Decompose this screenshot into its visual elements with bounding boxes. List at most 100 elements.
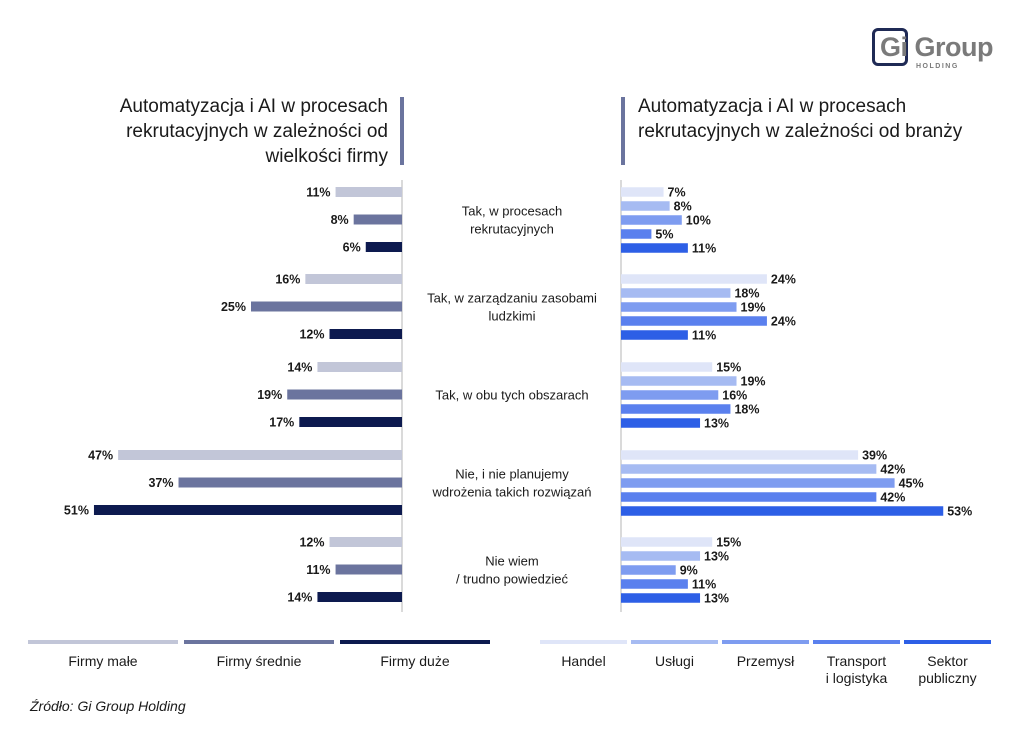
right-value-label: 5%: [655, 228, 673, 242]
left-bar: [93, 505, 403, 515]
right-bar: [621, 450, 859, 460]
category-label: Nie wiem: [485, 554, 538, 569]
left-title-accent: [400, 97, 404, 165]
right-value-label: 10%: [686, 214, 711, 228]
right-value-label: 13%: [704, 550, 729, 564]
right-bar: [621, 201, 670, 211]
right-value-label: 11%: [692, 242, 716, 256]
category-label: Nie, i nie planujemy: [455, 467, 569, 482]
right-bar: [621, 537, 713, 547]
right-value-label: 42%: [880, 491, 905, 505]
left-legend-label: Firmy średnie: [184, 653, 334, 670]
category-label: rekrutacyjnych: [470, 222, 554, 237]
right-legend-label-line: Handel: [561, 653, 606, 669]
right-bar: [621, 274, 767, 284]
left-bar: [353, 214, 402, 225]
left-value-label: 17%: [269, 416, 294, 430]
right-value-label: 39%: [862, 449, 887, 463]
right-legend-label-line: Sektor: [927, 653, 968, 669]
right-value-label: 18%: [734, 287, 759, 301]
right-bar: [621, 551, 701, 561]
right-bar: [621, 492, 877, 502]
left-chart-title: Automatyzacja i AI w procesach rekrutacy…: [119, 96, 388, 167]
left-legend-swatch: [28, 640, 178, 644]
right-bar: [621, 330, 688, 340]
right-bar: [621, 215, 682, 225]
right-title-accent: [621, 97, 625, 165]
right-value-label: 8%: [674, 200, 692, 214]
right-legend-label: Sektor publiczny: [904, 653, 991, 687]
source-note: Źródło: Gi Group Holding: [30, 698, 186, 714]
right-bar: [621, 187, 664, 197]
right-bar: [621, 316, 767, 326]
right-legend-label: Usługi: [631, 653, 718, 670]
right-value-label: 19%: [741, 375, 766, 389]
category-label: Tak, w obu tych obszarach: [435, 388, 588, 403]
left-bar: [329, 537, 402, 547]
left-bar: [335, 187, 402, 197]
left-value-label: 51%: [64, 504, 89, 518]
right-value-label: 13%: [704, 417, 729, 431]
right-legend-label-line: Transport: [826, 653, 887, 669]
left-bar: [287, 389, 402, 400]
left-legend-label-line: Firmy małe: [68, 653, 138, 669]
right-value-label: 19%: [741, 301, 766, 315]
left-value-label: 16%: [275, 273, 300, 287]
category-label: / trudno powiedzieć: [456, 572, 569, 587]
right-bar: [621, 579, 688, 589]
left-bar: [299, 417, 402, 427]
category-label: Tak, w procesach: [462, 204, 562, 219]
right-bar: [621, 376, 737, 386]
category-label: wdrożenia takich rozwiązań: [432, 485, 592, 500]
right-legend-label: Przemysł: [722, 653, 809, 670]
right-legend-label-line: Usługi: [655, 653, 694, 669]
right-legend-label: Handel: [540, 653, 627, 670]
left-value-label: 19%: [257, 388, 282, 402]
right-value-label: 42%: [880, 463, 905, 477]
left-bar: [305, 274, 402, 284]
right-legend-swatch: [540, 640, 627, 644]
right-bar: [621, 464, 877, 474]
left-value-label: 12%: [299, 536, 324, 550]
right-value-label: 11%: [692, 329, 716, 343]
right-legend-label-line: i logistyka: [825, 670, 888, 686]
gi-group-logo: Gi Group HOLDING: [872, 26, 1002, 74]
right-bar: [621, 243, 688, 253]
right-legend-label: Transport i logistyka: [813, 653, 900, 687]
right-bar: [621, 362, 713, 372]
left-value-label: 11%: [306, 563, 330, 577]
right-bar: [621, 404, 731, 414]
left-value-label: 11%: [306, 186, 330, 200]
right-bar: [621, 565, 676, 575]
left-value-label: 25%: [221, 300, 246, 314]
left-value-label: 47%: [88, 449, 113, 463]
left-bar: [335, 564, 402, 575]
logo-frame: [872, 28, 908, 66]
left-bar: [178, 477, 402, 488]
right-bar: [621, 288, 731, 298]
right-bar: [621, 506, 944, 516]
right-legend-label-line: Przemysł: [736, 653, 795, 669]
left-legend-swatch: [184, 640, 334, 644]
right-bar: [621, 302, 737, 312]
right-legend-label-line: publiczny: [918, 670, 977, 686]
left-legend-label: Firmy duże: [340, 653, 490, 670]
right-value-label: 7%: [668, 186, 686, 200]
right-value-label: 9%: [680, 564, 698, 578]
right-legend-swatch: [813, 640, 900, 644]
left-bar: [329, 329, 402, 339]
left-value-label: 14%: [287, 591, 312, 605]
left-value-label: 37%: [148, 476, 173, 490]
right-value-label: 13%: [704, 592, 729, 606]
left-value-label: 8%: [331, 213, 349, 227]
left-bar: [251, 301, 402, 312]
right-bar: [621, 390, 719, 400]
left-value-label: 14%: [287, 361, 312, 375]
right-value-label: 16%: [722, 389, 747, 403]
right-value-label: 15%: [716, 361, 741, 375]
left-value-label: 6%: [343, 241, 361, 255]
right-value-label: 45%: [899, 477, 924, 491]
left-legend-label-line: Firmy duże: [380, 653, 450, 669]
right-value-label: 24%: [771, 315, 796, 329]
